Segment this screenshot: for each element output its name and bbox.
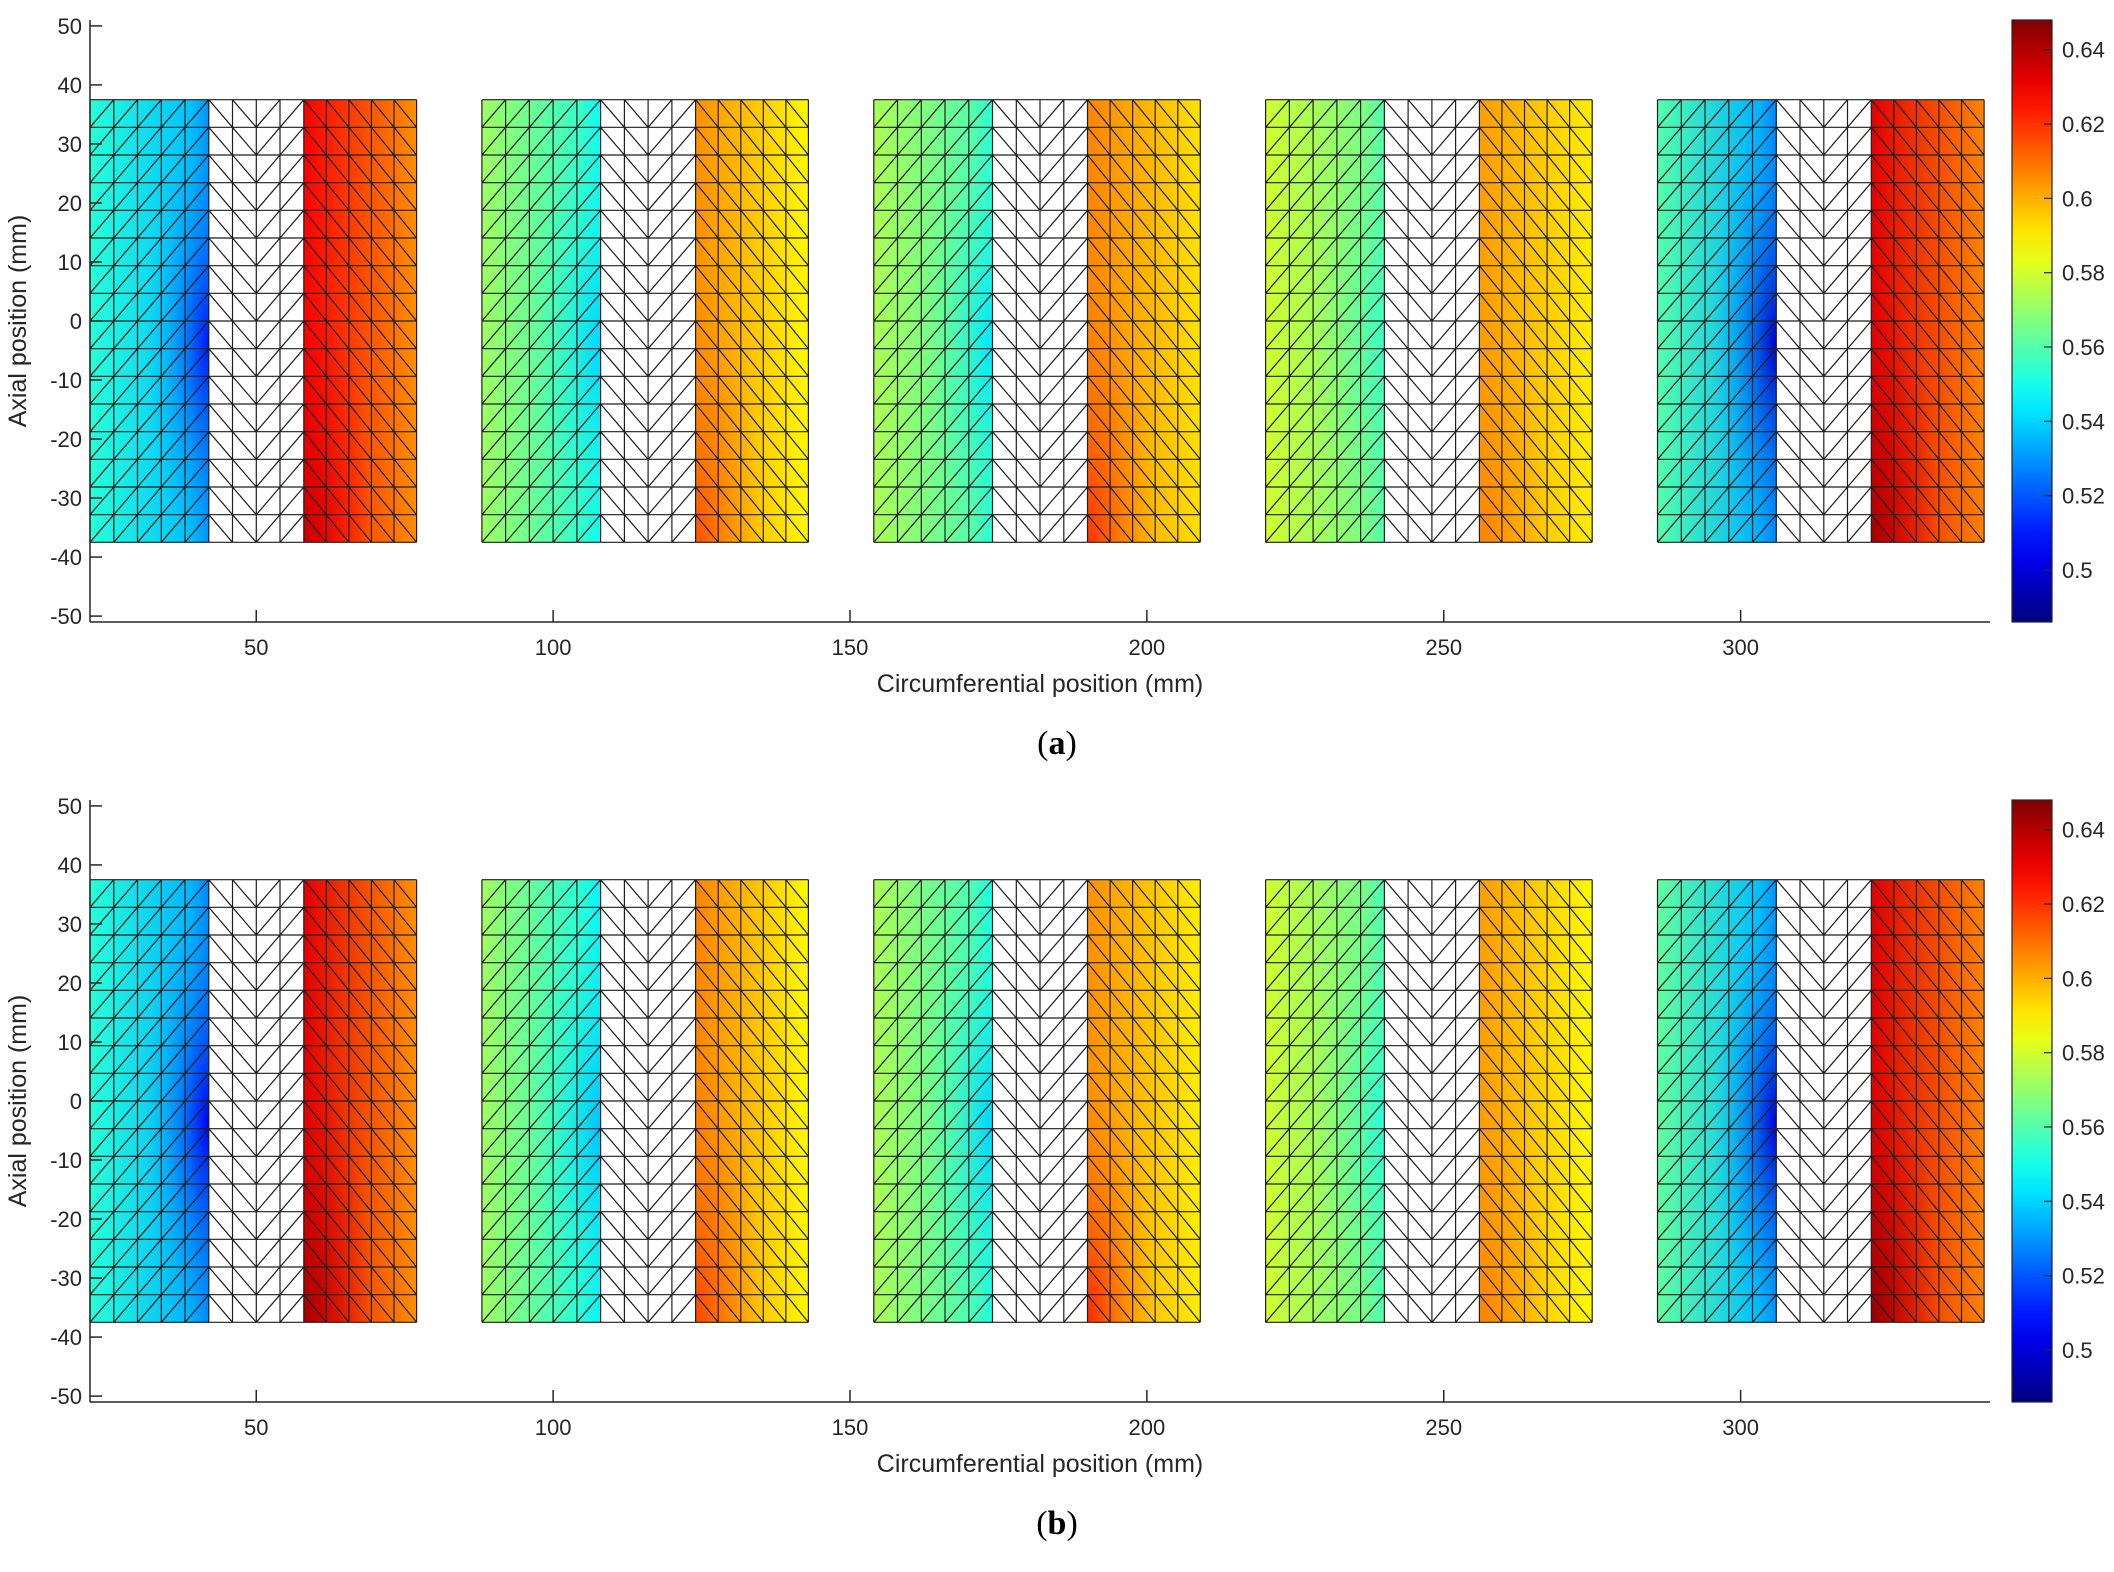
y-tick-label: 40 bbox=[58, 73, 82, 98]
colorbar-tick-label: 0.5 bbox=[2062, 1338, 2093, 1363]
y-tick-label: -40 bbox=[50, 545, 82, 570]
mesh-segment-3 bbox=[873, 879, 1201, 1323]
colorbar-tick-label: 0.5 bbox=[2062, 558, 2093, 583]
segment-4-mesh-lines bbox=[1265, 879, 1593, 1323]
y-tick-label: 0 bbox=[70, 1089, 82, 1114]
y-tick-label: -30 bbox=[50, 1266, 82, 1291]
segment-5-mesh-lines bbox=[1656, 879, 1985, 1323]
segment-3-mesh-lines bbox=[873, 879, 1201, 1323]
colorbar-tick-label: 0.6 bbox=[2062, 186, 2093, 211]
y-tick-label: -10 bbox=[50, 368, 82, 393]
y-tick-label: 10 bbox=[58, 1030, 82, 1055]
y-tick-label: 40 bbox=[58, 853, 82, 878]
y-tick-label: 0 bbox=[70, 309, 82, 334]
x-tick-label: 50 bbox=[244, 1415, 268, 1440]
y-tick-label: 30 bbox=[58, 132, 82, 157]
mesh-segment-4 bbox=[1265, 879, 1593, 1323]
colorbar-tick-label: 0.62 bbox=[2062, 112, 2105, 137]
caption-letter-b: b bbox=[1047, 1505, 1067, 1542]
colorbar-tick-label: 0.54 bbox=[2062, 409, 2105, 434]
mesh-segment-2 bbox=[481, 99, 809, 543]
y-tick-label: -40 bbox=[50, 1325, 82, 1350]
x-axis-title: Circumferential position (mm) bbox=[877, 670, 1203, 698]
y-tick-label: 20 bbox=[58, 191, 82, 216]
x-tick-label: 200 bbox=[1129, 1415, 1166, 1440]
x-tick-label: 300 bbox=[1722, 1415, 1759, 1440]
colorbar-tick-label: 0.52 bbox=[2062, 484, 2105, 509]
y-tick-label: 30 bbox=[58, 912, 82, 937]
y-axis-title: Axial position (mm) bbox=[4, 215, 32, 428]
x-tick-label: 100 bbox=[535, 635, 572, 660]
mesh-segment-4 bbox=[1265, 99, 1593, 543]
x-axis-title: Circumferential position (mm) bbox=[877, 1450, 1203, 1478]
colorbar-tick-label: 0.56 bbox=[2062, 1115, 2105, 1140]
y-tick-label: 20 bbox=[58, 971, 82, 996]
x-tick-label: 250 bbox=[1425, 635, 1462, 660]
mesh-segment-2 bbox=[481, 879, 809, 1323]
colorbar-tick-label: 0.56 bbox=[2062, 335, 2105, 360]
y-tick-label: -20 bbox=[50, 1207, 82, 1232]
panel-b: 50 40 30 20 10 0 -10 -20 -30 -40 -50 50 100 150 200 250… bbox=[0, 780, 2114, 1566]
caption-letter-a: a bbox=[1048, 725, 1066, 762]
colorbar-tick-label: 0.52 bbox=[2062, 1264, 2105, 1289]
segment-4-mesh-lines bbox=[1265, 99, 1593, 543]
colorbar-tick-label: 0.6 bbox=[2062, 966, 2093, 991]
mesh-segment-5 bbox=[1656, 879, 1985, 1323]
x-tick-label: 250 bbox=[1425, 1415, 1462, 1440]
y-tick-label: -50 bbox=[50, 604, 82, 629]
colorbar-tick-label: 0.64 bbox=[2062, 38, 2105, 63]
colorbar-tick-label: 0.62 bbox=[2062, 892, 2105, 917]
x-tick-label: 100 bbox=[535, 1415, 572, 1440]
x-tick-label: 200 bbox=[1129, 635, 1166, 660]
segment-2-mesh-lines bbox=[481, 99, 809, 543]
y-tick-label: -50 bbox=[50, 1384, 82, 1409]
y-tick-label: -20 bbox=[50, 427, 82, 452]
x-tick-label: 150 bbox=[832, 635, 869, 660]
mesh-segment-3 bbox=[873, 99, 1201, 543]
y-tick-label: -10 bbox=[50, 1148, 82, 1173]
colorbar-tick-label: 0.64 bbox=[2062, 818, 2105, 843]
mesh-segment-5 bbox=[1656, 99, 1985, 543]
y-tick-label: 50 bbox=[58, 794, 82, 819]
colorbar bbox=[2011, 799, 2053, 1403]
x-tick-label: 50 bbox=[244, 635, 268, 660]
y-tick-label: 10 bbox=[58, 250, 82, 275]
x-tick-label: 150 bbox=[832, 1415, 869, 1440]
caption-b: (b) bbox=[1036, 1505, 1078, 1542]
segment-5-mesh-lines bbox=[1656, 99, 1985, 543]
x-tick-label: 300 bbox=[1722, 635, 1759, 660]
mesh-segment-1 bbox=[89, 99, 418, 543]
mesh-segment-1 bbox=[89, 879, 418, 1323]
caption-a: (a) bbox=[1037, 725, 1077, 762]
segment-3-mesh-lines bbox=[873, 99, 1201, 543]
y-tick-label: -30 bbox=[50, 486, 82, 511]
colorbar bbox=[2011, 19, 2053, 623]
colorbar-tick-label: 0.54 bbox=[2062, 1189, 2105, 1214]
colorbar-tick-label: 0.58 bbox=[2062, 1041, 2105, 1066]
y-axis-title: Axial position (mm) bbox=[4, 995, 32, 1208]
segment-2-mesh-lines bbox=[481, 879, 809, 1323]
colorbar-tick-label: 0.58 bbox=[2062, 261, 2105, 286]
panel-a: 50 40 30 20 10 0 -10 -20 -30 -40 -50 50 100 150 200 250… bbox=[4, 14, 2105, 762]
y-tick-label: 50 bbox=[58, 14, 82, 39]
